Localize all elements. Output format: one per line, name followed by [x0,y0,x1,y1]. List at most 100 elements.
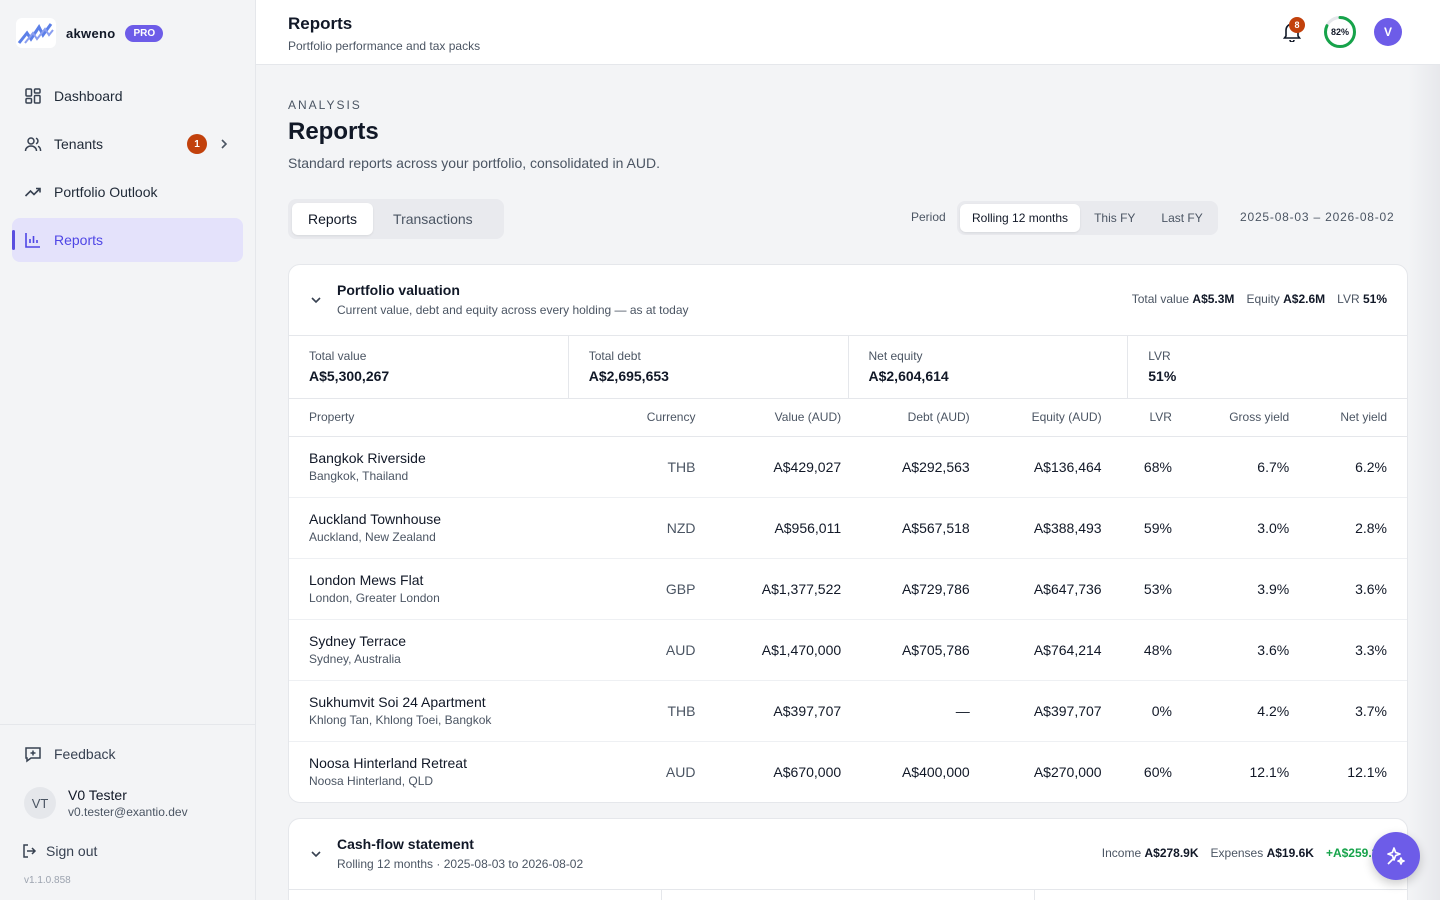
net-yield-cell: 12.1% [1347,763,1387,780]
value-cell: A$397,707 [715,680,862,742]
summary-label: Equity [1246,292,1280,306]
kpi-label: Total debt [588,349,641,363]
gross-yield-cell: 6.7% [1191,436,1310,498]
cash-flow-card: Cash-flow statement Rolling 12 months · … [288,818,1408,900]
card-subtitle: Rolling 12 months · 2025-08-03 to 2026-0… [337,857,584,871]
table-row[interactable]: Auckland Townhouse Auckland, New Zealand … [289,497,1407,559]
period-this-fy[interactable]: This FY [1094,211,1136,225]
table-row[interactable]: Sukhumvit Soi 24 Apartment Khlong Tan, Kh… [289,680,1407,742]
avatar: VT [24,787,56,819]
value-cell: A$1,377,522 [715,558,862,620]
property-location: Auckland, New Zealand [309,530,436,544]
lvr-cell: 59% [1121,497,1192,559]
tab-reports[interactable]: Reports [292,203,374,235]
portfolio-valuation-card: Portfolio valuation Current value, debt … [288,264,1408,803]
cash-flow-columns [289,889,1407,900]
sidebar-item-label: Tenants [54,136,104,152]
property-location: Bangkok, Thailand [309,469,409,483]
user-profile[interactable]: VT V0 Tester v0.tester@exantio.dev [24,787,188,819]
debt-cell: A$292,563 [861,436,990,498]
kpi-lvr: LVR 51% [1128,336,1407,398]
header-subtitle: Portfolio performance and tax packs [288,39,481,53]
date-range: 2025-08-03 – 2026-08-02 [1240,210,1395,224]
currency-cell: AUD [614,619,716,681]
kpi-net-equity: Net equity A$2,604,614 [849,336,1129,398]
table-row[interactable]: Bangkok Riverside Bangkok, Thailand THB A… [289,436,1407,498]
lvr-cell: 53% [1121,558,1192,620]
column-header[interactable]: Debt (AUD) [861,399,990,437]
kpi-total-debt: Total debt A$2,695,653 [569,336,849,398]
header-title: Reports [288,14,353,33]
tab-transactions[interactable]: Transactions [393,211,473,227]
table-row[interactable]: Noosa Hinterland Retreat Noosa Hinterland… [289,741,1407,802]
brand-name: akweno [66,25,116,41]
period-last-fy[interactable]: Last FY [1161,211,1203,225]
debt-cell: A$567,518 [861,497,990,559]
lvr-cell: 60% [1143,763,1172,780]
page-title: Reports [288,118,379,145]
chevron-down-icon[interactable] [309,293,323,307]
kpi-value: A$2,604,614 [868,368,949,384]
ai-assistant-button[interactable] [1372,832,1420,880]
kpi-value: A$2,695,653 [588,368,669,384]
notification-count-badge: 8 [1289,17,1305,33]
summary-value: A$278.9K [1144,846,1199,860]
currency-cell: THB [614,680,716,742]
gross-yield-cell: 12.1% [1249,763,1290,780]
column-header[interactable]: Property [289,399,615,437]
summary-label: LVR [1337,292,1360,306]
summary-value: A$19.6K [1266,846,1314,860]
kpi-label: LVR [1148,349,1171,363]
chevron-down-icon[interactable] [309,847,323,861]
property-name: London Mews Flat [309,572,424,588]
sidebar-item-reports[interactable]: Reports [12,218,243,262]
sidebar-item-portfolio-outlook[interactable]: Portfolio Outlook [12,170,243,214]
tenants-count-badge: 1 [187,134,207,154]
avatar[interactable]: V [1374,18,1402,46]
summary-value: A$5.3M [1192,292,1235,306]
summary-label: Income [1101,846,1142,860]
table-row[interactable]: London Mews Flat London, Greater London G… [289,558,1407,620]
feedback-icon [25,747,41,763]
kpi-label: Total value [309,349,367,363]
kpi-total-value: Total value A$5,300,267 [289,336,569,398]
debt-cell: A$729,786 [861,558,990,620]
card-header[interactable]: Cash-flow statement Rolling 12 months · … [289,819,1407,889]
top-header: Reports Portfolio performance and tax pa… [256,0,1440,65]
column-header[interactable]: Equity (AUD) [989,399,1122,437]
cash-flow-column [1035,890,1407,900]
property-location: Noosa Hinterland, QLD [309,774,434,789]
gross-yield-cell: 4.2% [1191,680,1310,742]
equity-cell: A$270,000 [1033,763,1102,780]
feedback-button[interactable]: Feedback [24,745,115,763]
brand[interactable]: akweno PRO [16,18,164,48]
summary-label: Total value [1131,292,1190,306]
debt-cell: A$705,786 [861,619,990,681]
card-header[interactable]: Portfolio valuation Current value, debt … [289,265,1407,335]
user-name: V0 Tester [68,787,127,803]
user-email: v0.tester@exantio.dev [68,805,188,819]
currency-cell: AUD [665,763,696,780]
column-header[interactable]: Net yield [1309,399,1407,437]
chevron-right-icon[interactable] [217,137,231,151]
property-location: Sydney, Australia [309,652,401,666]
value-cell: A$1,470,000 [715,619,862,681]
column-header[interactable]: Gross yield [1191,399,1310,437]
table-row[interactable]: Sydney Terrace Sydney, Australia AUD A$1,… [289,619,1407,681]
lvr-cell: 0% [1121,680,1192,742]
column-header[interactable]: Value (AUD) [715,399,862,437]
column-header[interactable]: LVR [1121,399,1192,437]
property-name: Auckland Townhouse [309,511,442,527]
sidebar-item-dashboard[interactable]: Dashboard [12,74,243,118]
sidebar-item-tenants[interactable]: Tenants 1 [12,122,243,166]
sign-out-label: Sign out [46,843,98,859]
lvr-cell: 68% [1121,436,1192,498]
sign-out-button[interactable]: Sign out [22,843,97,859]
main-content: ANALYSIS Reports Standard reports across… [256,65,1440,900]
property-location: Khlong Tan, Khlong Toei, Bangkok [309,713,492,727]
trending-up-icon [24,183,42,201]
column-header[interactable]: Currency [614,399,716,437]
summary-value: A$2.6M [1283,292,1326,306]
period-rolling-12-months[interactable]: Rolling 12 months [960,204,1081,232]
progress-ring[interactable] [1323,15,1357,49]
